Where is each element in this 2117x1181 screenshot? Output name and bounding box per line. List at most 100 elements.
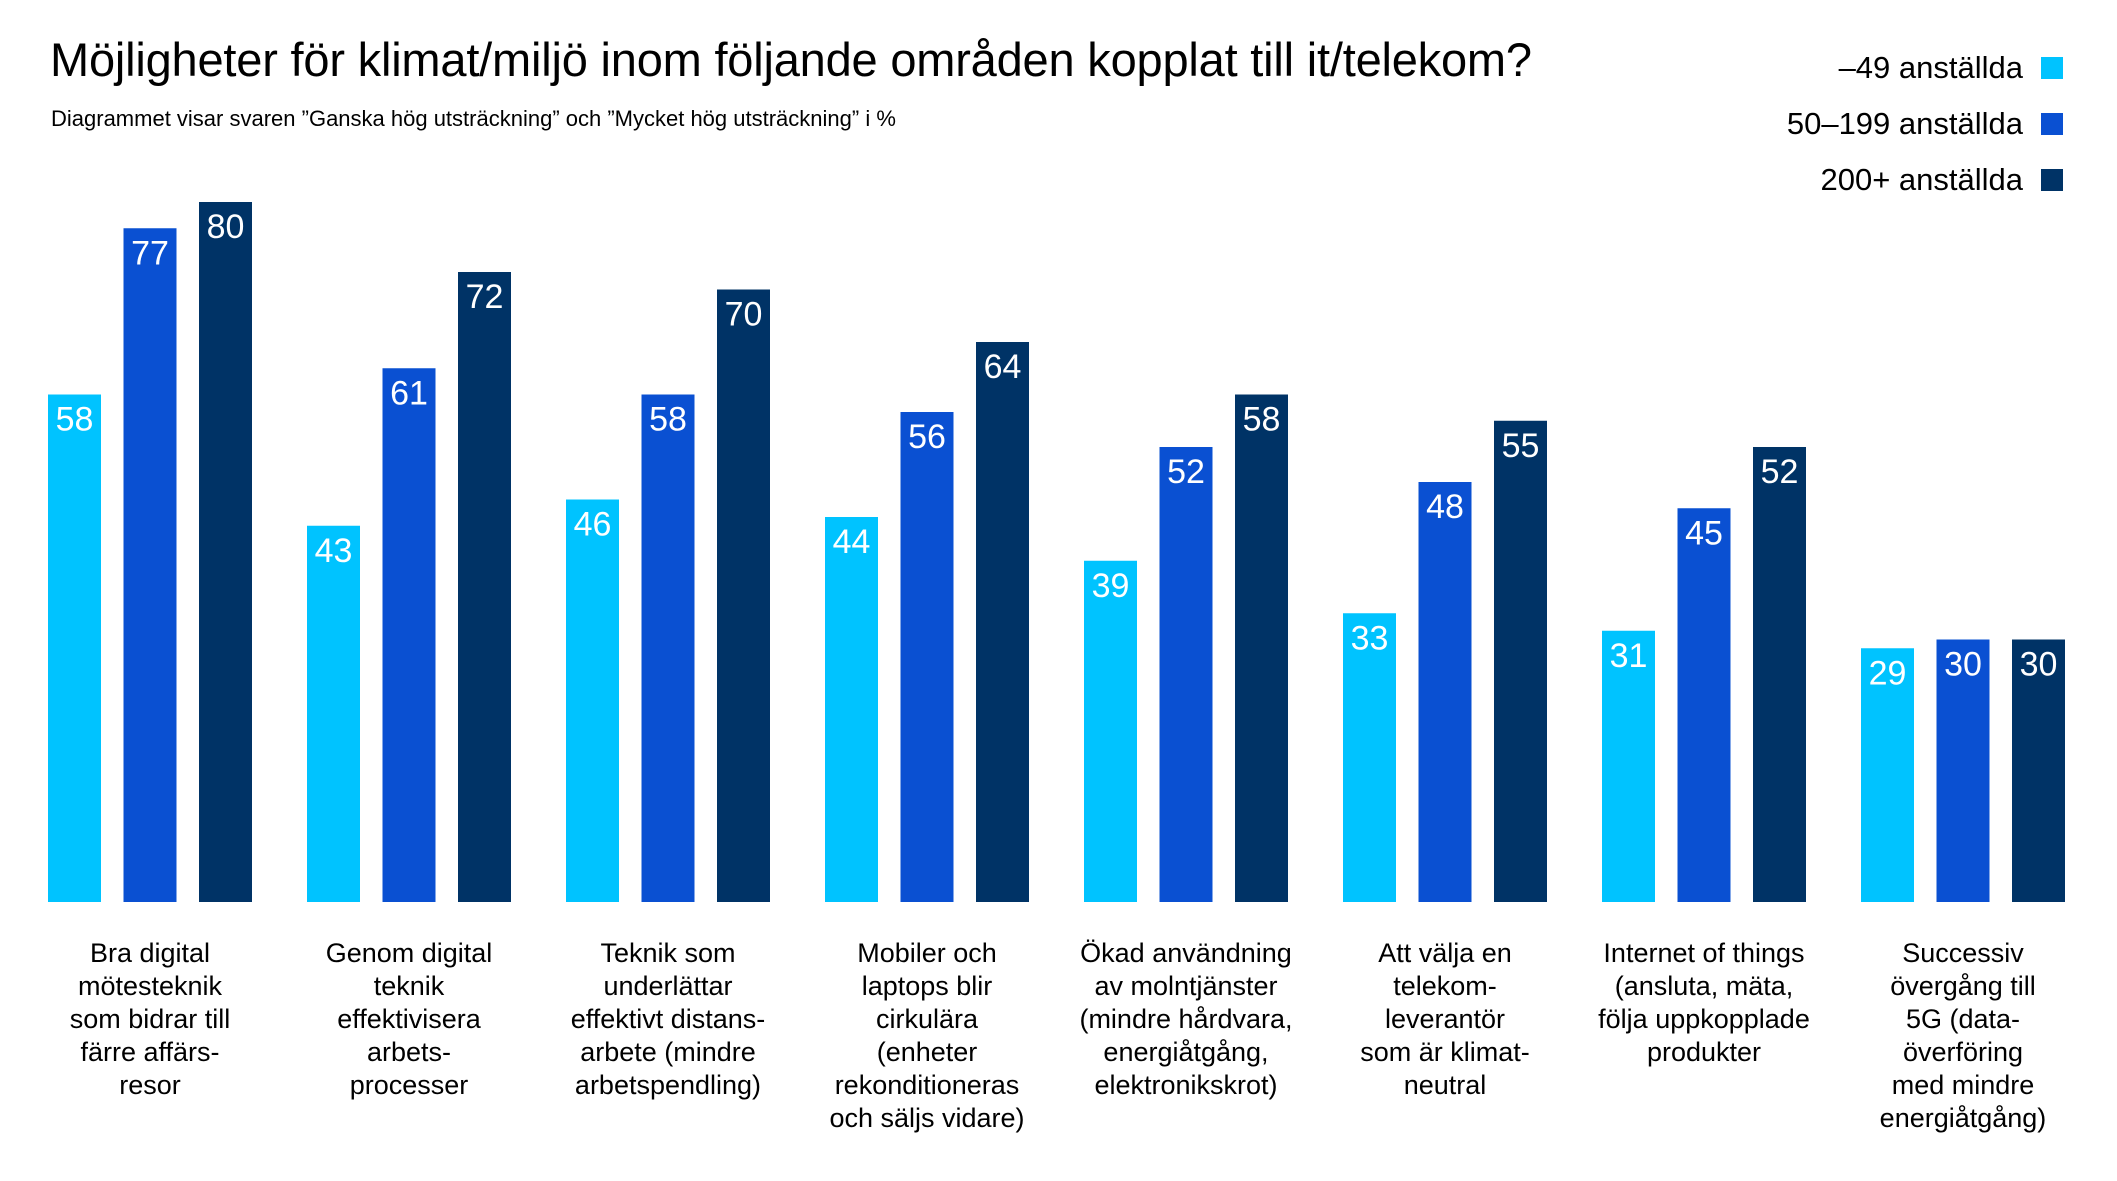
category-label-line: Successiv xyxy=(1902,938,2024,968)
category-label-line: (ansluta, mäta, xyxy=(1614,971,1794,1001)
category-label-line: arbetspendling) xyxy=(574,1070,762,1100)
category-label-line: neutral xyxy=(1403,1070,1487,1100)
chart-title: Möjligheter för klimat/miljö inom följan… xyxy=(50,33,1532,86)
bar-series1-cat1 xyxy=(48,394,101,902)
data-label-series1-cat1: 58 xyxy=(56,401,94,439)
category-label-8: Successiv övergång till 5G (data-överförin… xyxy=(1843,937,2083,1135)
category-label-line: resor xyxy=(119,1070,181,1100)
category-label-line: Mobiler och xyxy=(857,938,997,968)
bar-series2-cat3 xyxy=(641,394,695,902)
category-label-3: Teknik som underlättar effektivt distans-a… xyxy=(548,937,788,1102)
category-label-line: energiåtgång) xyxy=(1879,1103,2047,1133)
legend-label-series2: 50–199 anställda xyxy=(1786,106,2023,141)
category-label-2: Genom digital teknik effektivisera arbets-p… xyxy=(289,937,529,1102)
bar-series1-cat5 xyxy=(1084,560,1137,902)
category-label-6: Att välja en telekom-leverantör som är kli… xyxy=(1325,937,1565,1102)
legend-item-series3: 200+ anställda xyxy=(1787,152,2063,208)
bar-series1-cat4 xyxy=(825,517,878,902)
data-label-series1-cat8: 29 xyxy=(1869,654,1907,692)
data-label-series2-cat7: 45 xyxy=(1685,514,1723,552)
bar-series3-cat5 xyxy=(1235,394,1288,902)
data-label-series2-cat1: 77 xyxy=(131,234,169,272)
legend-item-series1: –49 anställda xyxy=(1787,40,2063,96)
bar-series3-cat6 xyxy=(1494,420,1547,902)
bar-series3-cat2 xyxy=(458,272,511,902)
data-label-series1-cat2: 43 xyxy=(315,532,353,570)
bar-series1-cat8 xyxy=(1861,648,1914,902)
data-label-series2-cat5: 52 xyxy=(1167,453,1205,491)
bar-series1-cat6 xyxy=(1343,613,1396,902)
data-label-series3-cat1: 80 xyxy=(207,208,245,246)
legend-swatch-series1 xyxy=(2041,57,2063,79)
category-label-7: Internet of things (ansluta, mäta, följa u… xyxy=(1584,937,1824,1069)
data-label-series1-cat7: 31 xyxy=(1610,637,1648,675)
category-label-line: Bra digital xyxy=(89,938,211,968)
category-label-line: laptops blir xyxy=(861,971,993,1001)
data-label-series2-cat6: 48 xyxy=(1426,488,1464,526)
category-label-line: och säljs vidare) xyxy=(829,1103,1025,1133)
bar-series3-cat3 xyxy=(717,289,770,902)
category-label-line: underlättar xyxy=(603,971,733,1001)
data-label-series3-cat4: 64 xyxy=(984,348,1022,386)
category-label-line: rekonditioneras xyxy=(834,1070,1020,1100)
data-label-series3-cat6: 55 xyxy=(1502,427,1540,465)
category-label-line: av molntjänster xyxy=(1094,971,1278,1001)
data-label-series3-cat8: 30 xyxy=(2020,646,2058,684)
category-label-line: effektivisera xyxy=(337,1004,481,1034)
bar-series1-cat7 xyxy=(1602,630,1655,902)
data-label-series3-cat2: 72 xyxy=(466,278,504,316)
category-label-line: 5G (data- xyxy=(1905,1004,2021,1034)
data-label-series2-cat4: 56 xyxy=(908,418,946,456)
category-label-line: Genom digital xyxy=(325,938,493,968)
category-label-line: arbets- xyxy=(366,1037,452,1067)
data-label-series1-cat5: 39 xyxy=(1092,567,1130,605)
bar-series3-cat4 xyxy=(976,342,1029,902)
bar-series2-cat7 xyxy=(1677,508,1731,902)
category-label-line: övergång till xyxy=(1890,971,2036,1001)
data-label-series1-cat6: 33 xyxy=(1351,619,1389,657)
data-label-series3-cat5: 58 xyxy=(1243,401,1281,439)
bar-series2-cat4 xyxy=(900,412,954,902)
bar-series1-cat2 xyxy=(307,525,360,902)
bar-series2-cat5 xyxy=(1159,447,1213,902)
legend: –49 anställda 50–199 anställda 200+ anst… xyxy=(1787,40,2063,208)
data-label-series2-cat3: 58 xyxy=(649,401,687,439)
data-label-series1-cat3: 46 xyxy=(574,506,612,544)
data-label-series3-cat3: 70 xyxy=(725,296,763,334)
category-label-line: leverantör xyxy=(1384,1004,1506,1034)
bar-series2-cat8 xyxy=(1936,639,1990,902)
category-label-line: teknik xyxy=(373,971,445,1001)
category-label-line: (enheter xyxy=(876,1037,978,1067)
category-label-5: Ökad användning av molntjänster (mindre hå… xyxy=(1066,937,1306,1102)
category-label-line: produkter xyxy=(1646,1037,1762,1067)
category-label-line: Internet of things xyxy=(1603,938,1805,968)
category-label-line: energiåtgång, xyxy=(1103,1037,1269,1067)
bar-series3-cat7 xyxy=(1753,447,1806,902)
category-label-4: Mobiler och laptops blir cirkulära (enheter… xyxy=(807,937,1047,1135)
legend-swatch-series2 xyxy=(2041,113,2063,135)
category-label-line: elektronikskrot) xyxy=(1094,1070,1278,1100)
category-label-line: mötesteknik xyxy=(77,971,223,1001)
data-label-series1-cat4: 44 xyxy=(833,523,871,561)
data-label-series2-cat2: 61 xyxy=(390,374,428,412)
bar-series3-cat8 xyxy=(2012,639,2065,902)
data-label-series3-cat7: 52 xyxy=(1761,453,1799,491)
category-label-line: Att välja en xyxy=(1378,938,1512,968)
category-label-line: överföring xyxy=(1902,1037,2024,1067)
bar-series3-cat1 xyxy=(199,202,252,902)
legend-label-series3: 200+ anställda xyxy=(1820,162,2023,197)
category-label-1: Bra digital mötesteknik som bidrar till fär… xyxy=(30,937,270,1102)
category-label-line: effektivt distans- xyxy=(570,1004,766,1034)
category-label-line: cirkulära xyxy=(875,1004,979,1034)
bar-series2-cat2 xyxy=(382,368,436,902)
category-label-line: (mindre hårdvara, xyxy=(1079,1004,1293,1034)
chart-subtitle: Diagrammet visar svaren ”Ganska hög utst… xyxy=(51,106,896,131)
legend-swatch-series3 xyxy=(2041,169,2063,191)
category-label-line: Ökad användning xyxy=(1080,938,1292,968)
category-label-line: processer xyxy=(349,1070,469,1100)
bar-series1-cat3 xyxy=(566,499,619,902)
legend-item-series2: 50–199 anställda xyxy=(1787,96,2063,152)
bar-series2-cat1 xyxy=(123,228,177,902)
bar-series2-cat6 xyxy=(1418,482,1472,902)
